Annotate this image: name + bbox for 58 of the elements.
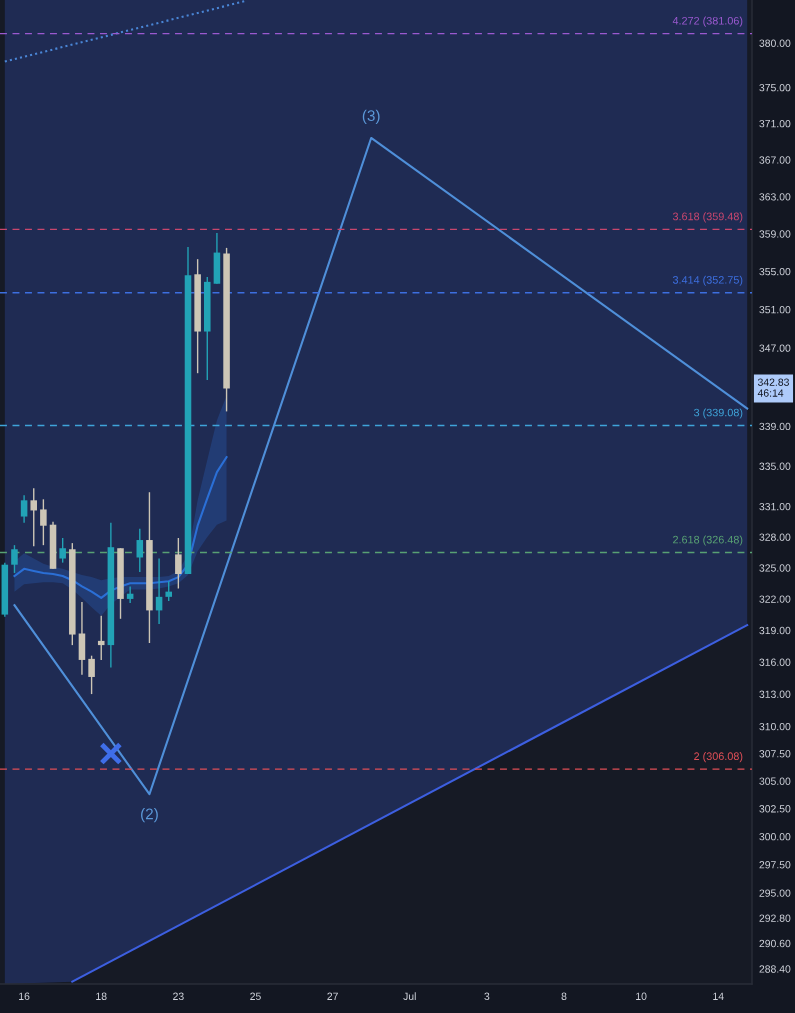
candlestick bbox=[165, 580, 172, 602]
y-tick-label: 380.00 bbox=[759, 39, 791, 47]
y-tick-label: 316.00 bbox=[759, 658, 791, 666]
x-tick-label: 3 bbox=[484, 992, 490, 1000]
candlestick bbox=[59, 537, 66, 564]
y-tick-label: 355.00 bbox=[759, 267, 791, 276]
ref-line-label: 3 (339.08) bbox=[694, 408, 743, 419]
y-tick-label: 347.00 bbox=[759, 344, 791, 352]
candlestick bbox=[30, 487, 38, 547]
y-tick-label: 288.40 bbox=[759, 965, 791, 973]
candlestick bbox=[40, 498, 47, 546]
ref-line-label: 3.414 (352.75) bbox=[672, 275, 743, 286]
ref-line-label: 2 (306.08) bbox=[694, 752, 743, 763]
y-tick-label: 319.00 bbox=[759, 626, 791, 635]
annotation: (2) bbox=[141, 808, 158, 823]
y-tick-label: 325.00 bbox=[759, 564, 791, 572]
candlestick bbox=[97, 614, 105, 661]
line-series bbox=[13, 456, 228, 599]
y-tick-label: 328.00 bbox=[759, 533, 791, 541]
candlestick bbox=[11, 544, 18, 574]
y-tick-label: 351.00 bbox=[759, 305, 791, 314]
y-tick-label: 295.00 bbox=[759, 889, 791, 897]
x-tick-label: 23 bbox=[173, 992, 184, 1000]
line-series bbox=[13, 136, 749, 796]
annotation: (3) bbox=[362, 109, 380, 125]
x-tick-label: 18 bbox=[96, 992, 107, 1000]
y-tick-label: 363.00 bbox=[759, 193, 791, 201]
y-tick-label: 371.00 bbox=[759, 119, 791, 128]
candlestick bbox=[175, 537, 182, 590]
y-tick-label: 375.00 bbox=[759, 83, 791, 92]
y-tick-label: 297.50 bbox=[759, 861, 791, 869]
y-tick-label: 367.00 bbox=[759, 156, 791, 164]
candlestick bbox=[88, 654, 95, 695]
y-tick-label: 331.00 bbox=[759, 502, 791, 511]
x-tick-label: 10 bbox=[636, 992, 647, 1000]
y-tick-label: 302.50 bbox=[759, 805, 791, 813]
ref-line-label: 4.272 (381.06) bbox=[672, 16, 743, 27]
x-tick-label: 25 bbox=[250, 992, 261, 1000]
y-tick-label: 313.00 bbox=[759, 690, 791, 698]
ref-line-label: 3.618 (359.48) bbox=[672, 212, 743, 223]
x-tick-label: 8 bbox=[561, 992, 567, 1000]
y-tick-label: 305.00 bbox=[759, 777, 791, 785]
x-tick-label: 14 bbox=[713, 992, 724, 1000]
text: 342.83 46:14 bbox=[757, 378, 789, 397]
y-tick-label: 300.00 bbox=[759, 832, 791, 841]
y-tick-label: 339.00 bbox=[759, 422, 791, 431]
y-tick-label: 359.00 bbox=[759, 230, 791, 238]
y-tick-label: 322.00 bbox=[759, 595, 791, 603]
x-tick-label: 16 bbox=[19, 992, 30, 1000]
y-tick-label: 292.80 bbox=[759, 914, 791, 922]
ref-line-label: 2.618 (326.48) bbox=[673, 535, 743, 546]
y-tick-label: 335.00 bbox=[759, 462, 791, 470]
x-tick-label: 27 bbox=[327, 992, 338, 1000]
y-tick-label: 310.00 bbox=[759, 722, 791, 731]
candlestick bbox=[20, 494, 28, 524]
y-tick-label: 290.60 bbox=[759, 939, 791, 948]
y-tick-label: 307.50 bbox=[759, 750, 791, 758]
x-tick-label: Jul bbox=[403, 992, 416, 1000]
